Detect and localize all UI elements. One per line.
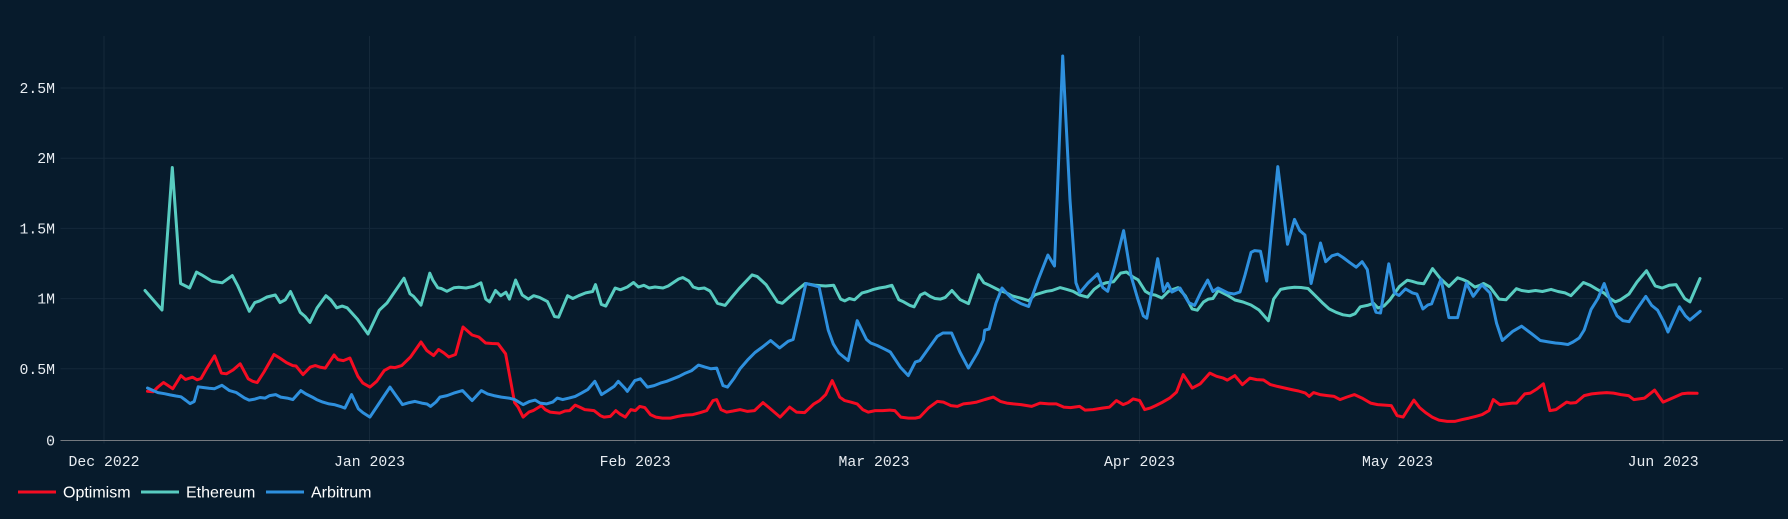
svg-text:2M: 2M — [37, 152, 55, 168]
svg-text:Apr 2023: Apr 2023 — [1104, 455, 1175, 471]
svg-text:1.5M: 1.5M — [19, 222, 55, 238]
svg-text:Dec 2022: Dec 2022 — [68, 455, 139, 471]
svg-text:Ethereum: Ethereum — [186, 485, 255, 502]
svg-text:Arbitrum: Arbitrum — [311, 485, 371, 502]
svg-text:Jan 2023: Jan 2023 — [334, 455, 405, 471]
svg-text:Mar 2023: Mar 2023 — [838, 455, 909, 471]
svg-text:0: 0 — [46, 435, 55, 451]
svg-text:Feb 2023: Feb 2023 — [600, 455, 671, 471]
svg-text:2.5M: 2.5M — [19, 82, 55, 98]
svg-text:Jun 2023: Jun 2023 — [1628, 455, 1699, 471]
svg-text:0.5M: 0.5M — [19, 363, 55, 379]
svg-text:May 2023: May 2023 — [1362, 455, 1433, 471]
svg-text:Optimism: Optimism — [63, 485, 131, 502]
svg-text:1M: 1M — [37, 293, 55, 309]
